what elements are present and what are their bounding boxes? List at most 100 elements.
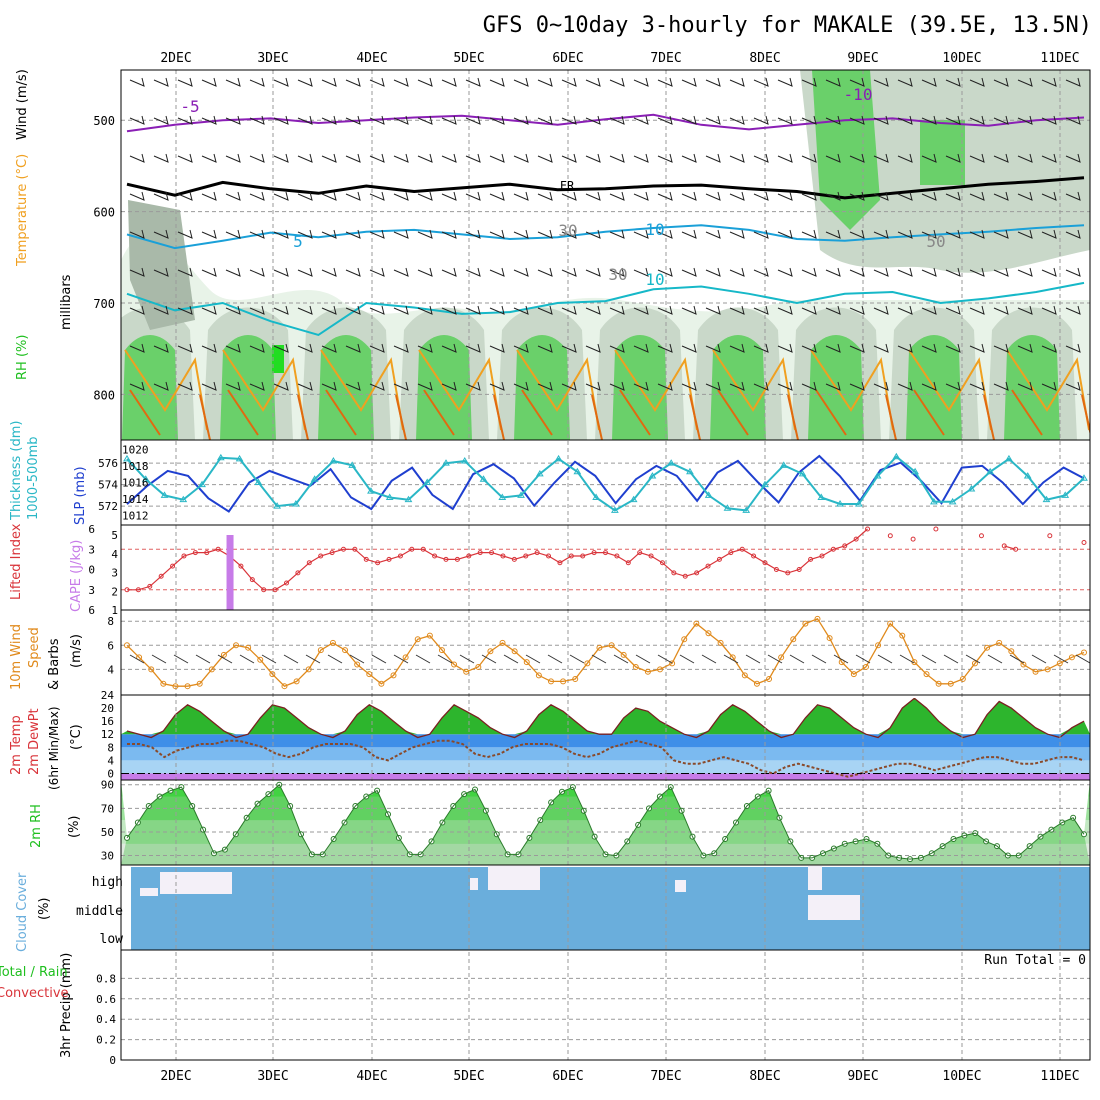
wind-tick-label: 6: [107, 639, 114, 652]
wind-point: [269, 671, 276, 678]
wind-barb: [225, 305, 241, 315]
wind-barb: [609, 305, 625, 315]
wind-barb: [849, 343, 865, 353]
wind-barb: [561, 229, 577, 239]
wind-barb: [297, 191, 313, 201]
top-day-label: 7DEC: [650, 51, 681, 66]
precip-tick-label: 0.4: [96, 1013, 116, 1026]
wind-barb: [561, 153, 577, 163]
wind-barb: [393, 153, 409, 163]
wind-barb: [657, 153, 673, 163]
wind-point: [766, 675, 773, 682]
thickness-tick-label: 574: [98, 479, 118, 492]
cloud-cover-background: [131, 867, 1090, 950]
wind-point: [984, 644, 991, 651]
thickness-point: [329, 457, 338, 464]
wind-barb: [225, 267, 241, 277]
bottom-day-label: 7DEC: [650, 1069, 681, 1084]
wind-barb: [633, 267, 649, 277]
wind-barb: [561, 381, 577, 391]
surface-wind-barb: [437, 654, 453, 664]
wind-barb: [129, 267, 145, 277]
wind-barb: [489, 115, 505, 125]
surface-wind-barb: [217, 654, 233, 664]
wind-barb: [249, 77, 265, 87]
wind-barb: [777, 77, 793, 87]
wind-barb: [729, 381, 745, 391]
wind-barb: [825, 77, 841, 87]
cloud-gap: [808, 895, 860, 920]
wind-point: [257, 656, 264, 663]
surface-wind-barb: [877, 654, 893, 664]
wind-barb: [153, 381, 169, 391]
cloud-gap: [140, 888, 158, 896]
wind-barb: [129, 343, 145, 353]
wind-barb: [1041, 77, 1057, 87]
contour-label: 5: [293, 232, 303, 251]
li-point: [170, 563, 176, 569]
wind-barb: [681, 381, 697, 391]
wind-barb: [585, 343, 601, 353]
wind-barb: [225, 229, 241, 239]
wind-barb: [1017, 115, 1033, 125]
wind-barb: [441, 343, 457, 353]
wind-barb: [609, 77, 625, 87]
bottom-day-label: 4DEC: [356, 1069, 387, 1084]
wind-barb: [849, 381, 865, 391]
wind-barb: [393, 229, 409, 239]
li-point: [397, 553, 403, 559]
wind-barb: [849, 153, 865, 163]
wind-barb: [633, 229, 649, 239]
wind-barb: [201, 229, 217, 239]
wind-barb: [465, 381, 481, 391]
wind-barb: [609, 229, 625, 239]
wind-barb: [249, 305, 265, 315]
wind-barb: [657, 229, 673, 239]
wind-barb: [129, 381, 145, 391]
surface-wind-barb: [547, 654, 563, 664]
wind-barb: [1065, 305, 1081, 315]
surface-wind-barb: [481, 654, 497, 664]
bottom-day-label: 3DEC: [257, 1069, 288, 1084]
wind-barb: [1017, 305, 1033, 315]
wind-point: [753, 680, 760, 687]
wind-barb: [969, 381, 985, 391]
wind-barb: [249, 229, 265, 239]
wind-barb: [729, 229, 745, 239]
wind-barb: [441, 191, 457, 201]
wind-barb: [585, 305, 601, 315]
wind-point: [875, 642, 882, 649]
wind-barb: [873, 191, 889, 201]
cloud-level-label: high: [92, 875, 123, 890]
surface-wind-barb: [1075, 654, 1091, 664]
wind-barb: [489, 229, 505, 239]
wind-barb: [729, 343, 745, 353]
thickness-point: [929, 497, 938, 505]
wind-barb: [1017, 153, 1033, 163]
wind-barb: [1065, 229, 1081, 239]
li-point: [511, 556, 517, 562]
wind-barb: [681, 191, 697, 201]
wind-barb: [441, 77, 457, 87]
wind-barb: [297, 153, 313, 163]
wind-barb: [513, 229, 529, 239]
temperature-tick-label: 16: [101, 715, 114, 728]
li-point: [352, 546, 358, 552]
thickness-point: [498, 493, 507, 501]
wind-barb: [321, 153, 337, 163]
wind-barb: [129, 77, 145, 87]
wind-barb: [465, 343, 481, 353]
thickness-point: [179, 495, 188, 503]
thickness-point: [704, 491, 713, 498]
thickness-point: [385, 493, 394, 501]
precip-tick-label: 0: [109, 1054, 116, 1067]
wind-barb: [369, 229, 385, 239]
wind-point: [293, 678, 300, 685]
surface-wind-barb: [943, 654, 959, 664]
wind-barb: [681, 267, 697, 277]
wind-barb: [297, 77, 313, 87]
wind-barb: [321, 267, 337, 277]
wind-barb: [1041, 191, 1057, 201]
thickness-point: [348, 461, 357, 468]
wind-barb: [1041, 305, 1057, 315]
